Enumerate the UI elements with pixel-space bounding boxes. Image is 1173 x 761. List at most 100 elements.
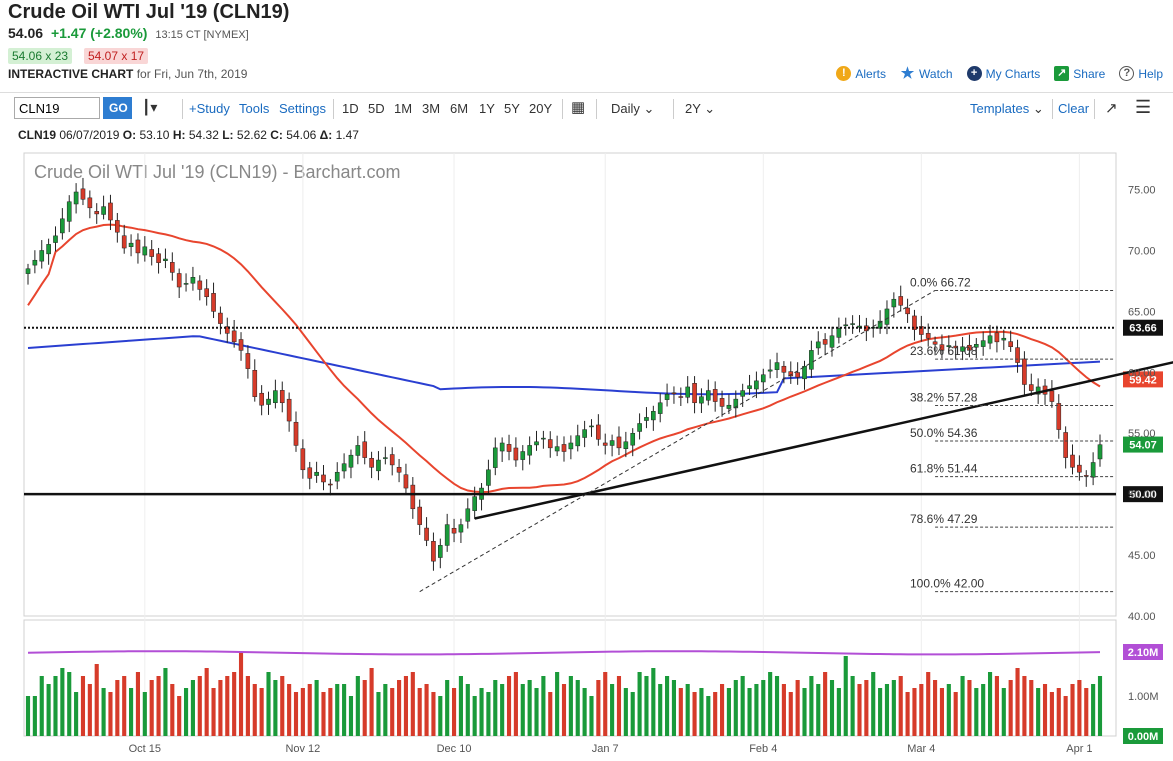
ohlc-date: 06/07/2019 xyxy=(59,128,120,142)
volume-bar xyxy=(740,676,745,736)
range-5y-button[interactable]: 5Y xyxy=(504,101,520,116)
draw-arrow-icon[interactable]: ↗ xyxy=(1105,100,1118,117)
tools-button[interactable]: Tools xyxy=(239,101,270,116)
last-price: 54.06 xyxy=(8,25,44,41)
candle-body xyxy=(1090,462,1096,478)
candle-body xyxy=(1035,386,1041,395)
volume-bar xyxy=(472,696,477,736)
candle-body xyxy=(101,206,106,215)
settings-button[interactable]: Settings xyxy=(279,101,326,116)
candle xyxy=(80,177,86,206)
candle-body xyxy=(671,392,677,395)
watch-link[interactable]: ★ Watch xyxy=(900,66,953,81)
help-link[interactable]: ? Help xyxy=(1119,66,1163,81)
price-change: +1.47 (+2.80%) xyxy=(50,25,148,41)
candle xyxy=(492,437,498,476)
candle xyxy=(486,459,491,494)
candle-body xyxy=(334,471,340,482)
candle-body xyxy=(417,506,423,525)
candle-body xyxy=(355,445,361,456)
volume-bar xyxy=(658,684,663,736)
candle-body xyxy=(623,441,629,449)
range-1d-button[interactable]: 1D xyxy=(342,101,359,116)
volume-bar xyxy=(713,692,718,736)
candle xyxy=(651,405,656,431)
candle xyxy=(1063,426,1068,469)
chart-type-label: INTERACTIVE CHART xyxy=(8,67,134,81)
candle-body xyxy=(1008,341,1013,347)
candle xyxy=(46,238,51,265)
volume-bar xyxy=(149,680,154,736)
chart-header: Crude Oil WTI Jul '19 (CLN19) 54.06 +1.4… xyxy=(0,0,1173,90)
candle xyxy=(410,477,416,519)
volume-bar xyxy=(1029,680,1034,736)
candle-body xyxy=(300,448,306,471)
candle-body xyxy=(664,393,670,400)
candle xyxy=(809,340,814,378)
volume-bar xyxy=(933,680,938,736)
volume-bar xyxy=(987,672,993,736)
menu-icon[interactable]: ☰ xyxy=(1135,97,1152,117)
range-1m-button[interactable]: 1M xyxy=(394,101,413,116)
interval-select[interactable]: Daily ⌄ xyxy=(611,101,654,117)
x-tick-label: Feb 4 xyxy=(749,743,777,755)
my-charts-link[interactable]: + My Charts xyxy=(966,66,1040,81)
volume-bar xyxy=(768,672,773,736)
templates-select[interactable]: Templates ⌄ xyxy=(970,101,1044,117)
calendar-icon[interactable]: ▦ xyxy=(571,99,586,116)
candle-body xyxy=(575,435,581,447)
candle xyxy=(115,212,120,243)
alerts-link[interactable]: ! Alerts xyxy=(836,66,886,81)
volume-bar xyxy=(864,680,869,736)
range-20y-button[interactable]: 20Y xyxy=(529,101,553,116)
volume-bar xyxy=(300,688,305,736)
candle-body xyxy=(1077,464,1082,473)
go-button[interactable]: GO xyxy=(103,97,132,119)
candle xyxy=(32,250,38,274)
candle-body xyxy=(60,218,65,234)
volume-bar xyxy=(582,688,587,736)
volume-bar xyxy=(122,676,127,736)
candle xyxy=(795,362,800,385)
candle-body xyxy=(218,312,223,324)
candle-body xyxy=(774,362,780,370)
candle xyxy=(190,266,196,291)
period-select[interactable]: 2Y ⌄ xyxy=(685,101,715,117)
candle xyxy=(376,451,381,481)
add-study-button[interactable]: +Study xyxy=(189,101,230,116)
candle-body xyxy=(602,442,608,446)
range-1y-button[interactable]: 1Y xyxy=(479,101,495,116)
range-5d-button[interactable]: 5D xyxy=(368,101,385,116)
range-6m-button[interactable]: 6M xyxy=(450,101,469,116)
symbol-input[interactable] xyxy=(14,97,100,119)
candle-body xyxy=(568,442,574,450)
candle-body xyxy=(527,445,532,456)
volume-bar xyxy=(190,680,195,736)
candle xyxy=(362,431,368,465)
volume-average-line xyxy=(27,650,1101,656)
candle xyxy=(279,381,285,413)
candle xyxy=(754,371,759,399)
candle xyxy=(128,234,134,257)
candle-body xyxy=(403,474,409,489)
range-3m-button[interactable]: 3M xyxy=(422,101,441,116)
candle-body xyxy=(637,423,642,432)
candle-body xyxy=(389,454,395,466)
share-link[interactable]: ↗ Share xyxy=(1054,66,1105,81)
candle xyxy=(259,385,264,416)
candle-body xyxy=(616,436,622,449)
clear-button[interactable]: Clear xyxy=(1058,101,1090,116)
candle-body xyxy=(802,365,807,380)
chart-style-icon[interactable]: ┃▾ xyxy=(142,99,158,115)
candle xyxy=(314,461,319,483)
candle xyxy=(554,435,560,457)
candle xyxy=(39,240,45,269)
candle xyxy=(334,462,340,490)
candle xyxy=(664,383,670,407)
volume-bar xyxy=(884,684,890,736)
volume-bar xyxy=(438,696,443,736)
volume-bar xyxy=(616,676,622,736)
period-value: 2Y xyxy=(685,101,701,116)
volume-last-badge xyxy=(1123,728,1163,744)
